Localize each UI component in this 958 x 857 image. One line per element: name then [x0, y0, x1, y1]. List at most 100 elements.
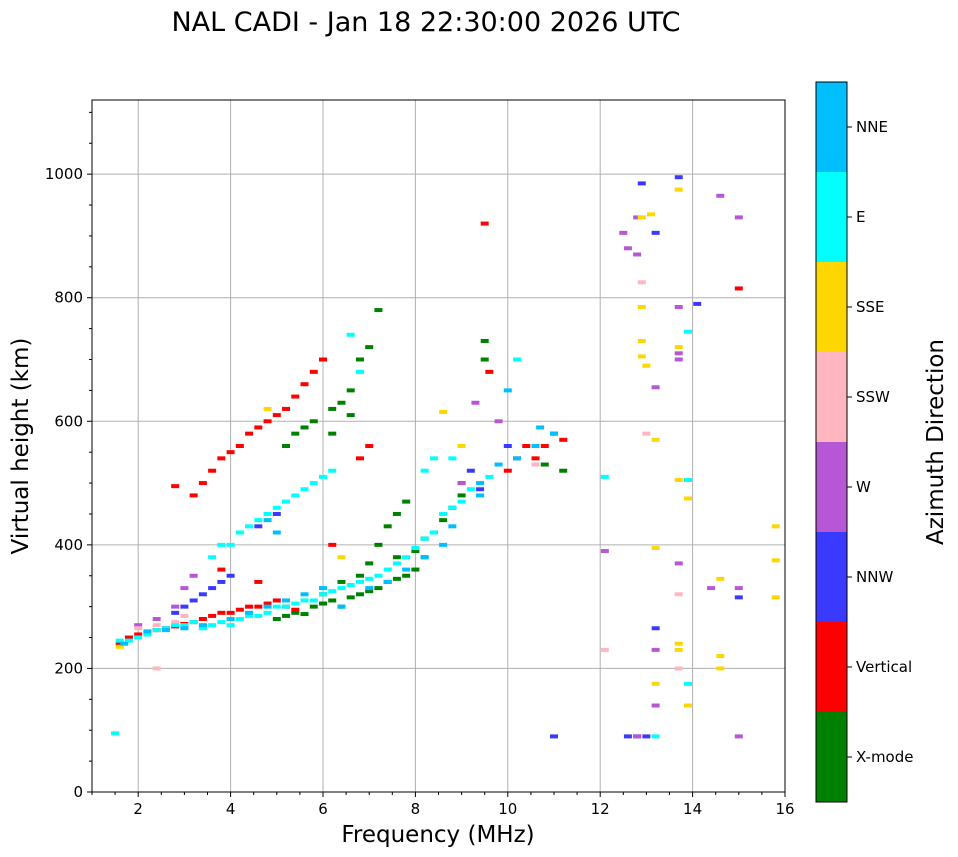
- data-point: [226, 542, 235, 547]
- data-point: [300, 487, 309, 492]
- data-point: [716, 576, 725, 581]
- data-point: [439, 542, 448, 547]
- data-point: [439, 410, 448, 415]
- x-tick-label: 14: [683, 800, 702, 818]
- data-point: [637, 354, 646, 359]
- data-point: [494, 419, 503, 424]
- data-point: [683, 681, 692, 686]
- data-point: [642, 431, 651, 436]
- data-point: [734, 286, 743, 291]
- plot-frame: [91, 99, 786, 793]
- data-point: [716, 193, 725, 198]
- data-point: [637, 181, 646, 186]
- data-point: [309, 598, 318, 603]
- data-point: [651, 437, 660, 442]
- data-point: [115, 641, 124, 646]
- data-point: [263, 604, 272, 609]
- data-point: [124, 635, 133, 640]
- data-point: [503, 388, 512, 393]
- data-point: [124, 638, 133, 643]
- data-point: [272, 413, 281, 418]
- data-point: [683, 703, 692, 708]
- data-point: [235, 530, 244, 535]
- data-point: [448, 456, 457, 461]
- data-point: [152, 623, 161, 628]
- data-point: [633, 215, 642, 220]
- data-point: [171, 604, 180, 609]
- data-point: [291, 431, 300, 436]
- data-point: [328, 598, 337, 603]
- data-point: [300, 382, 309, 387]
- data-point: [355, 369, 364, 374]
- data-point: [263, 518, 272, 523]
- data-point: [208, 468, 217, 473]
- data-point: [674, 647, 683, 652]
- data-point: [282, 444, 291, 448]
- colorbar-tick-label: Vertical: [856, 658, 912, 676]
- data-point: [263, 406, 272, 411]
- data-point: [198, 617, 207, 621]
- data-point: [531, 462, 540, 467]
- data-point: [365, 576, 374, 581]
- data-point: [328, 542, 337, 547]
- data-point: [180, 626, 189, 631]
- data-point: [540, 462, 549, 467]
- data-point: [161, 628, 170, 633]
- data-point: [235, 444, 244, 448]
- data-point: [272, 511, 281, 516]
- data-point: [272, 530, 281, 535]
- data-point: [550, 431, 558, 436]
- data-point: [319, 474, 327, 479]
- data-point: [651, 230, 660, 235]
- data-point: [439, 511, 448, 516]
- data-point: [674, 351, 683, 356]
- colorbar-segment: [816, 532, 847, 622]
- data-point: [263, 419, 272, 424]
- data-point: [480, 338, 489, 343]
- data-point: [208, 586, 217, 591]
- data-point: [693, 301, 702, 306]
- data-point: [365, 345, 374, 350]
- data-point: [674, 345, 683, 350]
- data-point: [282, 604, 291, 609]
- data-point: [734, 595, 743, 600]
- data-point: [337, 400, 346, 405]
- data-point: [647, 212, 656, 217]
- data-point: [134, 626, 143, 631]
- data-point: [346, 413, 355, 418]
- data-point: [559, 437, 568, 442]
- data-point: [217, 579, 226, 584]
- data-point: [365, 589, 374, 594]
- data-point: [300, 598, 309, 603]
- data-point: [328, 468, 337, 473]
- data-point: [337, 579, 346, 584]
- data-point: [633, 734, 642, 739]
- colorbar-tick-label: E: [856, 208, 865, 226]
- data-point: [235, 617, 244, 621]
- data-point: [300, 592, 309, 597]
- data-point: [337, 604, 346, 609]
- colorbar-segment: [816, 352, 847, 442]
- data-point: [503, 468, 512, 473]
- data-point: [328, 589, 337, 594]
- data-point: [355, 357, 364, 362]
- data-point: [189, 493, 198, 498]
- y-tick-label: 0: [73, 783, 83, 801]
- data-point: [319, 601, 327, 606]
- data-point: [272, 604, 281, 609]
- data-point: [291, 601, 300, 606]
- data-point: [291, 493, 300, 498]
- data-point: [115, 644, 124, 649]
- data-point: [674, 592, 683, 597]
- data-point: [383, 567, 392, 572]
- data-point: [600, 549, 609, 554]
- data-point: [115, 638, 124, 643]
- data-point: [235, 607, 244, 612]
- data-point: [392, 555, 401, 560]
- data-point: [392, 576, 401, 581]
- data-point: [716, 666, 725, 671]
- data-point: [254, 613, 263, 618]
- data-point: [217, 456, 226, 461]
- data-point: [365, 561, 374, 566]
